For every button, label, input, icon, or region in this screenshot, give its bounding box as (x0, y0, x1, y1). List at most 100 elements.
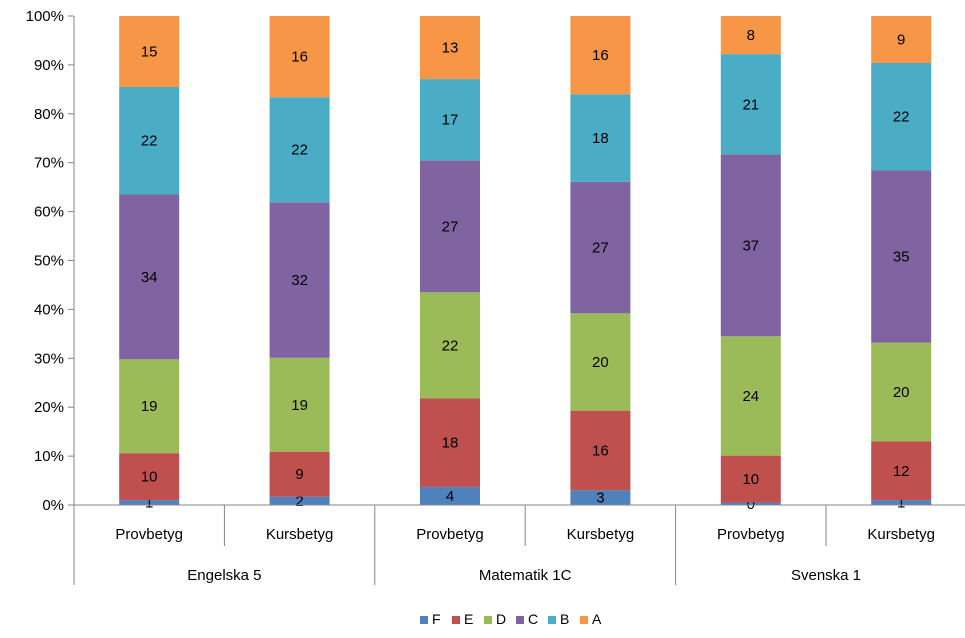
y-tick-label: 60% (34, 204, 64, 221)
y-tick-label: 90% (34, 57, 64, 74)
y-tick-label: 10% (34, 448, 64, 465)
bar-segment-e (119, 453, 180, 501)
bar-segment-a (720, 16, 781, 55)
bar-segment-c (871, 170, 932, 343)
bar-segment-f (420, 486, 480, 505)
data-label: 18 (592, 130, 609, 147)
legend-swatch-d (484, 616, 492, 624)
group-label: Matematik 1C (479, 567, 572, 584)
bar-segment-c (269, 202, 330, 358)
data-label: 18 (442, 435, 459, 452)
bar-segment-f (269, 496, 330, 505)
bar-segment-a (420, 16, 480, 80)
data-label: 19 (291, 397, 308, 414)
legend-swatch-c (516, 616, 524, 624)
category-label: Kursbetyg (266, 526, 334, 543)
data-label: 10 (742, 471, 759, 488)
data-label: 9 (897, 31, 905, 48)
bar-segment-b (420, 79, 480, 161)
data-label: 8 (747, 27, 755, 44)
bar-segment-e (720, 455, 781, 503)
bar-segment-e (269, 451, 330, 497)
group-label: Svenska 1 (791, 567, 861, 584)
bar-segment-d (119, 359, 180, 454)
data-label: 20 (592, 354, 609, 371)
legend-swatch-a (580, 616, 588, 624)
y-tick-label: 40% (34, 301, 64, 318)
bar-segment-b (871, 62, 932, 171)
bar-segment-a (871, 16, 932, 63)
data-label: 16 (592, 442, 609, 459)
bar-segment-f (720, 502, 781, 505)
data-label: 32 (291, 272, 308, 289)
bar-segment-f (119, 500, 180, 505)
bar-segment-e (570, 410, 631, 491)
legend-label: E (464, 611, 473, 627)
legend-swatch-e (452, 616, 460, 624)
y-tick-label: 20% (34, 399, 64, 416)
data-label: 37 (742, 237, 759, 254)
data-label: 2 (295, 493, 303, 510)
legend-label: A (592, 611, 602, 627)
data-label: 17 (442, 112, 459, 129)
data-label: 22 (291, 142, 308, 159)
bar-segment-f (570, 490, 631, 505)
bar-segment-b (720, 54, 781, 155)
data-label: 22 (442, 337, 459, 354)
data-label: 35 (893, 249, 910, 266)
bar-segment-a (269, 16, 330, 98)
y-tick-label: 70% (34, 155, 64, 172)
y-tick-label: 0% (42, 497, 64, 514)
bar-segment-b (119, 86, 180, 195)
data-label: 1 (145, 495, 153, 512)
bar-segment-b (269, 97, 330, 203)
bar-segment-b (570, 94, 631, 182)
bar-segment-f (871, 500, 932, 505)
bar-segment-d (570, 313, 631, 411)
category-label: Provbetyg (416, 526, 484, 543)
bar-segment-a (570, 16, 631, 95)
data-label: 4 (446, 488, 454, 505)
legend-label: D (496, 611, 506, 627)
data-label: 12 (893, 463, 910, 480)
data-label: 22 (893, 109, 910, 126)
y-tick-label: 50% (34, 253, 64, 270)
data-label: 27 (442, 218, 459, 235)
data-label: 20 (893, 384, 910, 401)
bar-segment-d (420, 292, 480, 399)
data-label: 19 (141, 398, 158, 415)
category-label: Kursbetyg (567, 526, 635, 543)
legend-label: B (560, 611, 569, 627)
data-label: 13 (442, 40, 459, 57)
category-label: Kursbetyg (867, 526, 935, 543)
bar-segment-c (720, 154, 781, 337)
legend-label: C (528, 611, 538, 627)
data-label: 22 (141, 133, 158, 150)
bar-segment-d (871, 342, 932, 442)
data-label: 16 (592, 47, 609, 64)
category-label: Provbetyg (717, 526, 785, 543)
legend-label: F (432, 611, 441, 627)
legend-swatch-b (548, 616, 556, 624)
data-label: 1 (897, 495, 905, 512)
data-label: 9 (295, 466, 303, 483)
data-label: 27 (592, 240, 609, 257)
bar-segment-c (420, 160, 480, 293)
bar-segment-d (720, 336, 781, 456)
data-label: 10 (141, 469, 158, 486)
y-tick-label: 80% (34, 106, 64, 123)
bar-segment-e (420, 398, 480, 487)
bar-segment-e (871, 441, 932, 501)
data-label: 3 (596, 490, 604, 507)
bar-segment-d (269, 357, 330, 452)
bar-segment-c (570, 181, 631, 314)
y-tick-label: 100% (26, 8, 64, 25)
y-tick-label: 30% (34, 350, 64, 367)
data-label: 16 (291, 49, 308, 66)
data-label: 15 (141, 43, 158, 60)
data-label: 0 (747, 496, 755, 513)
category-label: Provbetyg (115, 526, 183, 543)
legend-swatch-f (420, 616, 428, 624)
